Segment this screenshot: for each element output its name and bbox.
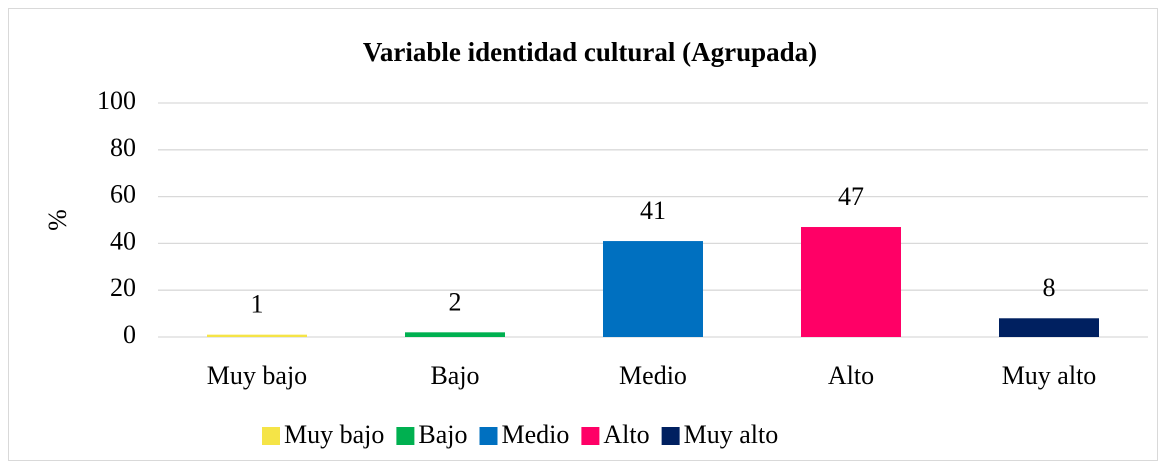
legend-swatch [479, 427, 498, 445]
legend-label: Alto [603, 420, 649, 449]
bar [405, 332, 505, 337]
data-label: 2 [449, 287, 462, 316]
x-tick-label: Muy alto [1002, 361, 1097, 390]
data-label: 47 [838, 182, 864, 211]
legend-label: Medio [502, 420, 570, 449]
y-tick-label: 80 [110, 133, 136, 162]
legend-label: Muy alto [684, 420, 779, 449]
legend-swatch [581, 427, 600, 445]
x-tick-label: Medio [619, 361, 687, 390]
y-axis-label: % [43, 209, 72, 231]
bar [801, 227, 901, 337]
bar [207, 334, 307, 337]
y-tick-label: 40 [110, 226, 136, 255]
legend-label: Muy bajo [284, 420, 384, 449]
legend-label: Bajo [418, 420, 467, 449]
bar [999, 318, 1099, 337]
y-tick-label: 0 [123, 320, 136, 349]
chart-frame [8, 8, 1158, 461]
y-tick-label: 20 [110, 273, 136, 302]
y-tick-label: 60 [110, 180, 136, 209]
data-label: 41 [640, 196, 666, 225]
legend-swatch [262, 427, 280, 445]
x-tick-label: Alto [828, 361, 874, 390]
data-label: 8 [1043, 273, 1056, 302]
x-tick-label: Muy bajo [207, 361, 307, 390]
y-tick-label: 100 [97, 86, 136, 115]
chart-title: Variable identidad cultural (Agrupada) [363, 37, 817, 67]
legend-swatch [661, 427, 680, 445]
legend-swatch [396, 427, 415, 445]
x-tick-label: Bajo [430, 361, 479, 390]
bar [603, 241, 703, 337]
data-label: 1 [251, 290, 264, 319]
